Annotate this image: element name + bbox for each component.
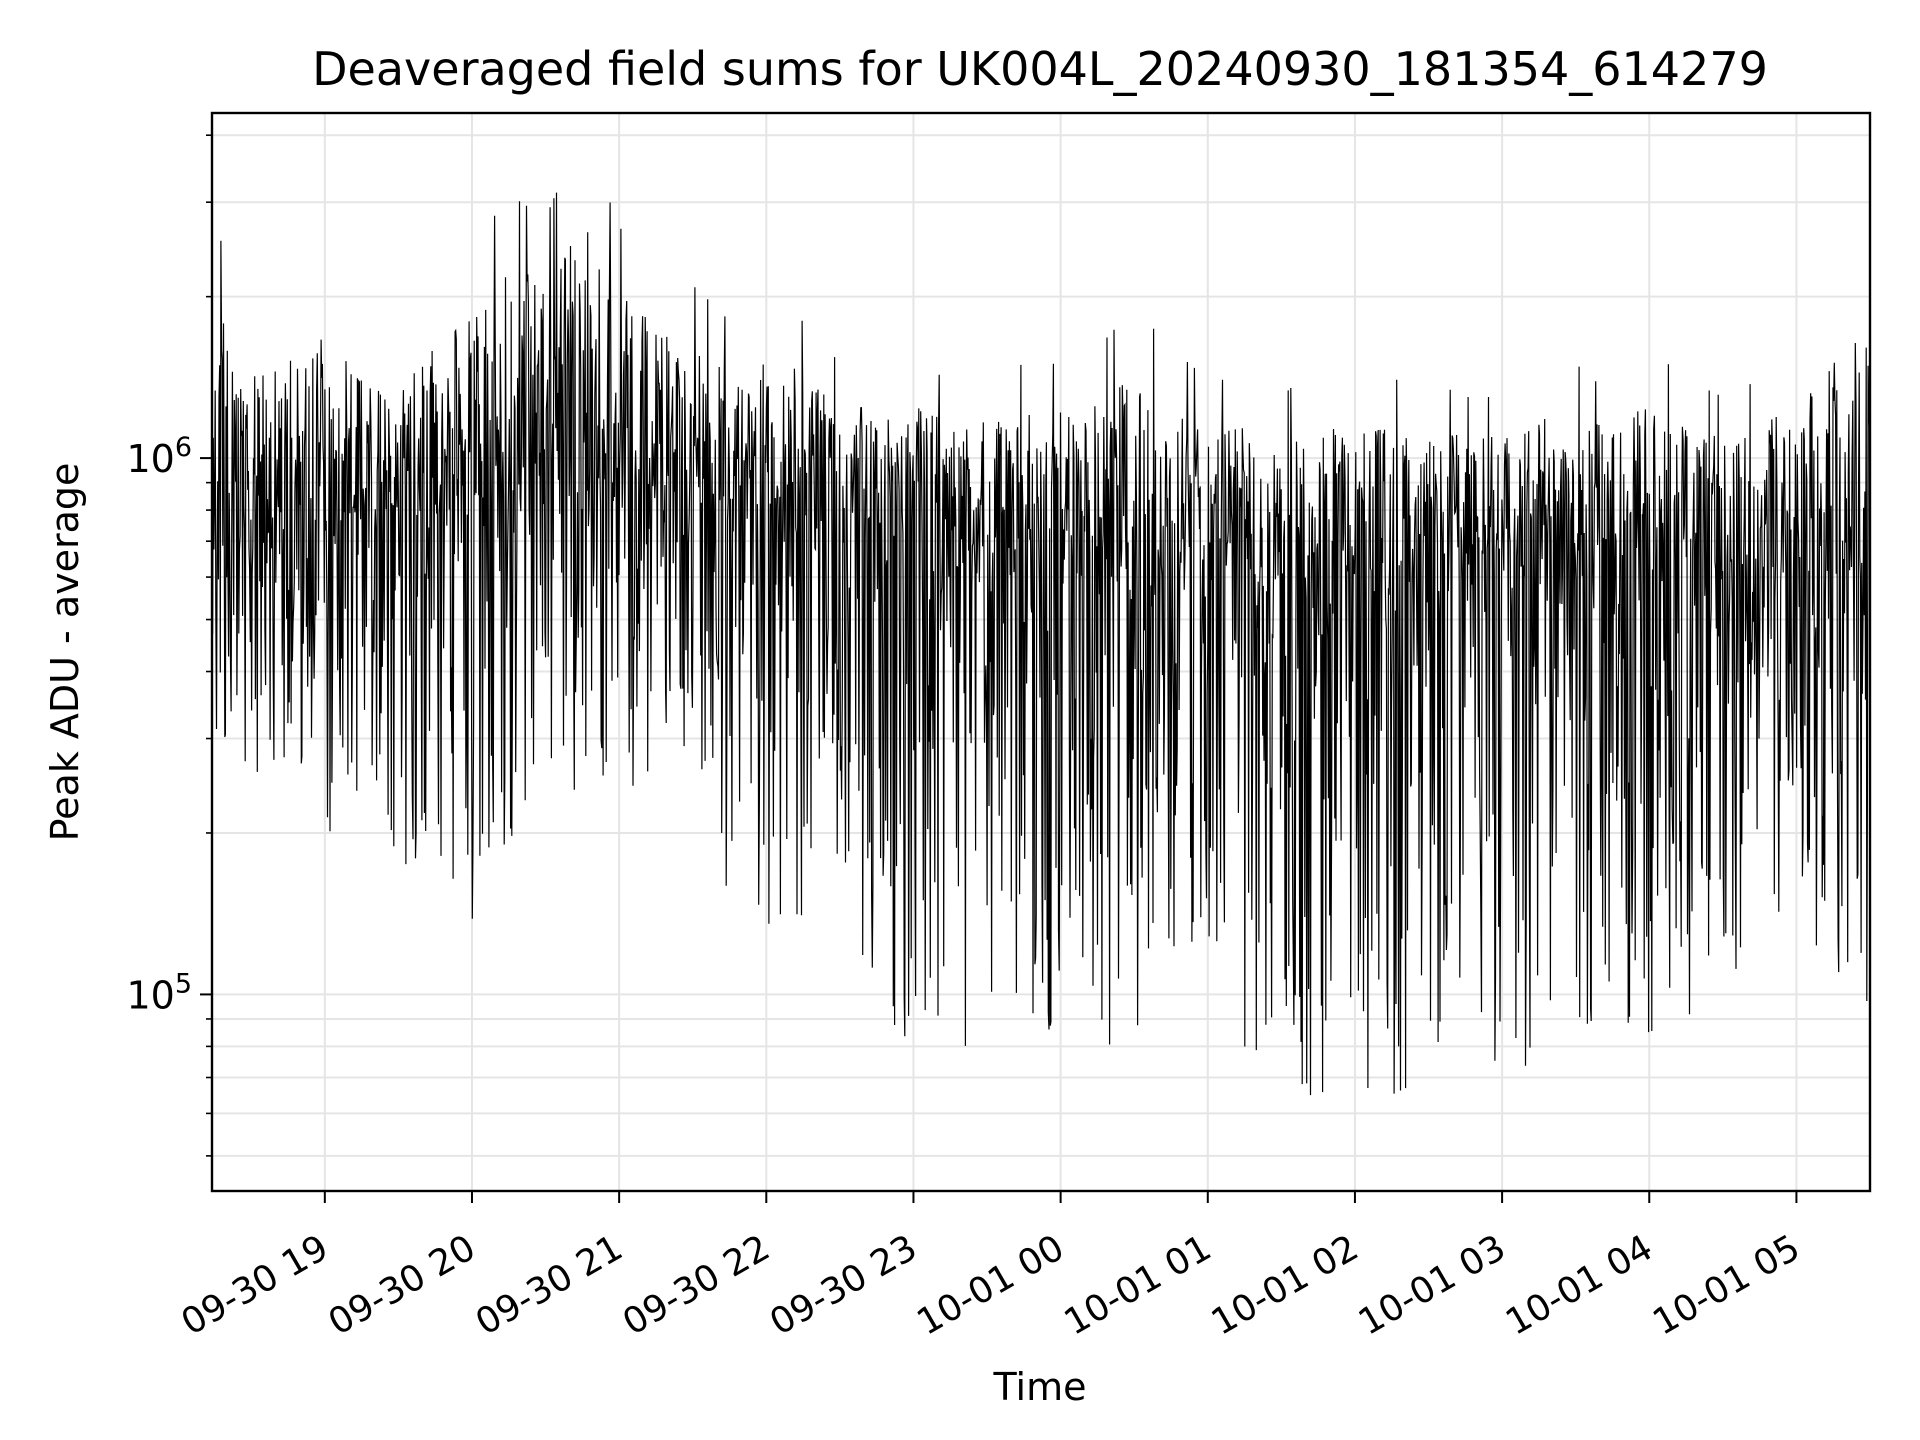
y-tick-label: 105 bbox=[126, 968, 192, 1017]
y-axis-label: Peak ADU - average bbox=[43, 463, 87, 842]
x-tick-label: 10-01 00 bbox=[910, 1227, 1071, 1343]
y-axis: 105 106 bbox=[126, 134, 212, 1157]
series-line bbox=[211, 192, 1871, 1096]
x-tick-label: 09-30 21 bbox=[469, 1227, 630, 1343]
x-axis-label: Time bbox=[993, 1365, 1087, 1409]
x-tick-label: 10-01 03 bbox=[1352, 1227, 1513, 1343]
x-tick-label: 10-01 05 bbox=[1646, 1227, 1807, 1343]
x-tick-label: 09-30 22 bbox=[616, 1227, 777, 1343]
series-path bbox=[211, 192, 1871, 1096]
x-tick-label: 10-01 02 bbox=[1205, 1227, 1366, 1343]
x-tick-label: 10-01 04 bbox=[1499, 1227, 1660, 1343]
plot-frame bbox=[210, 111, 1872, 1193]
x-tick-label: 09-30 23 bbox=[763, 1227, 924, 1343]
x-tick-label: 09-30 20 bbox=[322, 1227, 483, 1343]
chart-title: Deaveraged field sums for UK004L_2024093… bbox=[312, 42, 1768, 96]
y-tick-label: 106 bbox=[126, 432, 192, 481]
x-tick-label: 10-01 01 bbox=[1058, 1227, 1219, 1343]
x-tick-label: 09-30 19 bbox=[175, 1227, 336, 1343]
